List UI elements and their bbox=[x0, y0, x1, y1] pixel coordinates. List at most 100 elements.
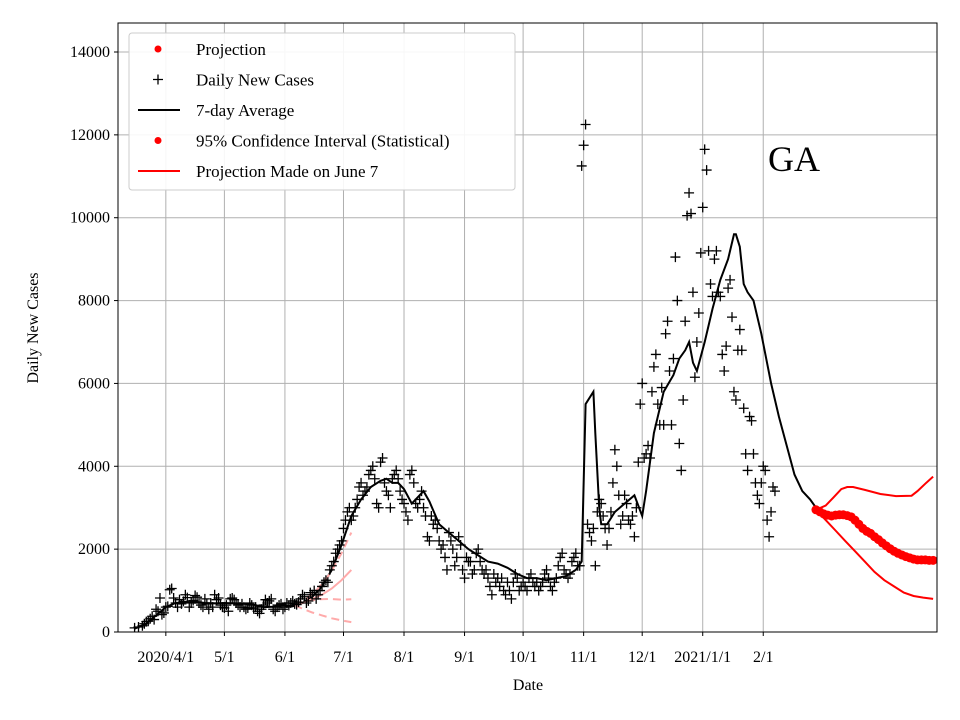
daily-new-cases-marker bbox=[691, 337, 702, 347]
daily-new-cases-marker bbox=[311, 593, 322, 604]
daily-new-cases-marker bbox=[730, 395, 741, 405]
daily-new-cases-marker bbox=[447, 544, 458, 555]
daily-new-cases-marker bbox=[336, 535, 347, 546]
daily-new-cases-marker bbox=[192, 592, 203, 603]
daily-new-cases-marker bbox=[430, 515, 441, 526]
daily-new-cases-marker bbox=[297, 589, 308, 600]
daily-new-cases-marker bbox=[512, 573, 523, 584]
daily-new-cases-marker bbox=[555, 552, 566, 563]
daily-new-cases-marker bbox=[451, 552, 462, 563]
daily-new-cases-marker bbox=[537, 577, 548, 588]
daily-new-cases-marker bbox=[637, 378, 648, 389]
daily-new-cases-marker bbox=[205, 598, 216, 608]
daily-new-cases-marker bbox=[504, 585, 515, 596]
daily-new-cases-marker bbox=[609, 444, 620, 455]
daily-new-cases-marker bbox=[438, 540, 449, 550]
daily-new-cases-marker bbox=[443, 527, 454, 538]
x-tick-label: 9/1 bbox=[454, 649, 474, 666]
daily-new-cases-marker bbox=[752, 490, 763, 501]
daily-new-cases-marker bbox=[578, 140, 589, 151]
daily-new-cases-marker bbox=[748, 448, 759, 459]
daily-new-cases-marker bbox=[379, 477, 390, 488]
daily-new-cases-marker bbox=[277, 604, 288, 615]
x-tick-label: 12/1 bbox=[628, 649, 656, 666]
daily-new-cases-marker bbox=[457, 564, 468, 575]
daily-new-cases-marker bbox=[254, 608, 265, 619]
daily-new-cases-marker bbox=[592, 506, 603, 517]
daily-new-cases-marker bbox=[605, 506, 616, 517]
daily-new-cases-marker bbox=[369, 473, 380, 484]
daily-new-cases-marker bbox=[328, 556, 339, 567]
daily-new-cases-marker bbox=[190, 590, 201, 601]
daily-new-cases-marker bbox=[432, 523, 443, 534]
daily-new-cases-marker bbox=[551, 573, 562, 584]
daily-new-cases-marker bbox=[557, 548, 568, 559]
daily-new-cases-marker bbox=[223, 606, 234, 617]
x-tick-label: 2021/1/1 bbox=[674, 649, 731, 666]
daily-new-cases-marker bbox=[695, 247, 706, 258]
legend-label: Daily New Cases bbox=[196, 71, 314, 90]
y-axis: 0 2000 4000 6000 8000 10000 12000 14000 bbox=[70, 44, 118, 641]
daily-new-cases-marker bbox=[408, 477, 419, 488]
daily-new-cases-marker bbox=[356, 477, 367, 488]
daily-new-cases-marker bbox=[684, 187, 695, 198]
daily-new-cases-marker bbox=[617, 511, 628, 521]
daily-new-cases-marker bbox=[250, 602, 261, 613]
legend-item: 7-day Average bbox=[138, 101, 294, 120]
daily-new-cases-marker bbox=[162, 601, 173, 612]
daily-new-cases-marker bbox=[402, 515, 413, 526]
daily-new-cases-marker bbox=[393, 473, 404, 484]
y-tick-label: 12000 bbox=[70, 127, 110, 144]
daily-new-cases-marker bbox=[633, 457, 644, 468]
daily-new-cases-marker bbox=[746, 415, 757, 426]
daily-new-cases-marker bbox=[728, 386, 739, 397]
daily-new-cases-marker bbox=[594, 494, 605, 505]
daily-new-cases-marker bbox=[266, 593, 277, 604]
daily-new-cases-marker bbox=[244, 598, 255, 608]
daily-new-cases-marker bbox=[510, 569, 521, 579]
daily-new-cases-marker bbox=[535, 581, 546, 592]
daily-new-cases-marker bbox=[359, 486, 370, 497]
y-tick-label: 8000 bbox=[78, 293, 110, 310]
daily-new-cases-marker bbox=[496, 573, 507, 584]
daily-new-cases-marker bbox=[158, 607, 169, 618]
daily-new-cases-marker bbox=[650, 349, 661, 360]
daily-new-cases-marker bbox=[656, 382, 667, 393]
daily-new-cases-marker bbox=[156, 609, 167, 620]
daily-new-cases-marker bbox=[375, 457, 386, 468]
daily-new-cases-marker bbox=[459, 573, 470, 584]
daily-new-cases-marker bbox=[441, 564, 452, 575]
daily-new-cases-marker bbox=[160, 602, 171, 613]
daily-new-cases-marker bbox=[697, 202, 708, 213]
daily-new-cases-marker bbox=[674, 438, 685, 449]
daily-new-cases-marker bbox=[326, 560, 337, 571]
daily-new-cases-marker bbox=[291, 599, 302, 610]
daily-new-cases-marker bbox=[467, 569, 478, 579]
daily-new-cases-marker bbox=[582, 519, 593, 530]
plot-frame bbox=[117, 22, 938, 633]
daily-new-cases-marker bbox=[166, 583, 177, 594]
legend-marker-dot bbox=[154, 137, 162, 144]
daily-new-cases-marker bbox=[358, 490, 369, 501]
daily-new-cases-marker bbox=[570, 548, 581, 559]
daily-new-cases-marker bbox=[473, 544, 484, 555]
y-axis-title: Daily New Cases bbox=[25, 272, 42, 383]
daily-new-cases-marker bbox=[742, 465, 753, 476]
daily-new-cases-marker bbox=[756, 477, 767, 488]
daily-new-cases-marker bbox=[465, 556, 476, 567]
daily-new-cases-marker bbox=[680, 316, 691, 327]
daily-new-cases-marker bbox=[332, 544, 343, 555]
series-confidence-upper bbox=[815, 475, 934, 511]
daily-new-cases-marker bbox=[646, 386, 657, 397]
daily-new-cases-marker bbox=[559, 564, 570, 575]
daily-new-cases-marker bbox=[607, 477, 618, 488]
daily-new-cases-marker bbox=[365, 465, 376, 476]
daily-new-cases-marker bbox=[440, 552, 451, 563]
legend-marker-dot bbox=[154, 45, 162, 53]
daily-new-cases-marker bbox=[338, 523, 349, 534]
daily-new-cases-marker bbox=[475, 556, 486, 567]
daily-new-cases-marker bbox=[486, 589, 497, 600]
daily-new-cases-marker bbox=[670, 252, 681, 263]
daily-new-cases-marker bbox=[352, 494, 363, 505]
daily-new-cases-marker bbox=[717, 349, 728, 360]
